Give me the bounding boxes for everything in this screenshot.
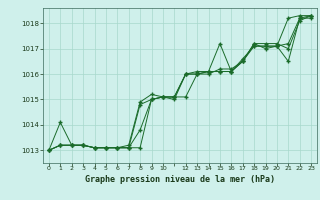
X-axis label: Graphe pression niveau de la mer (hPa): Graphe pression niveau de la mer (hPa) (85, 175, 275, 184)
